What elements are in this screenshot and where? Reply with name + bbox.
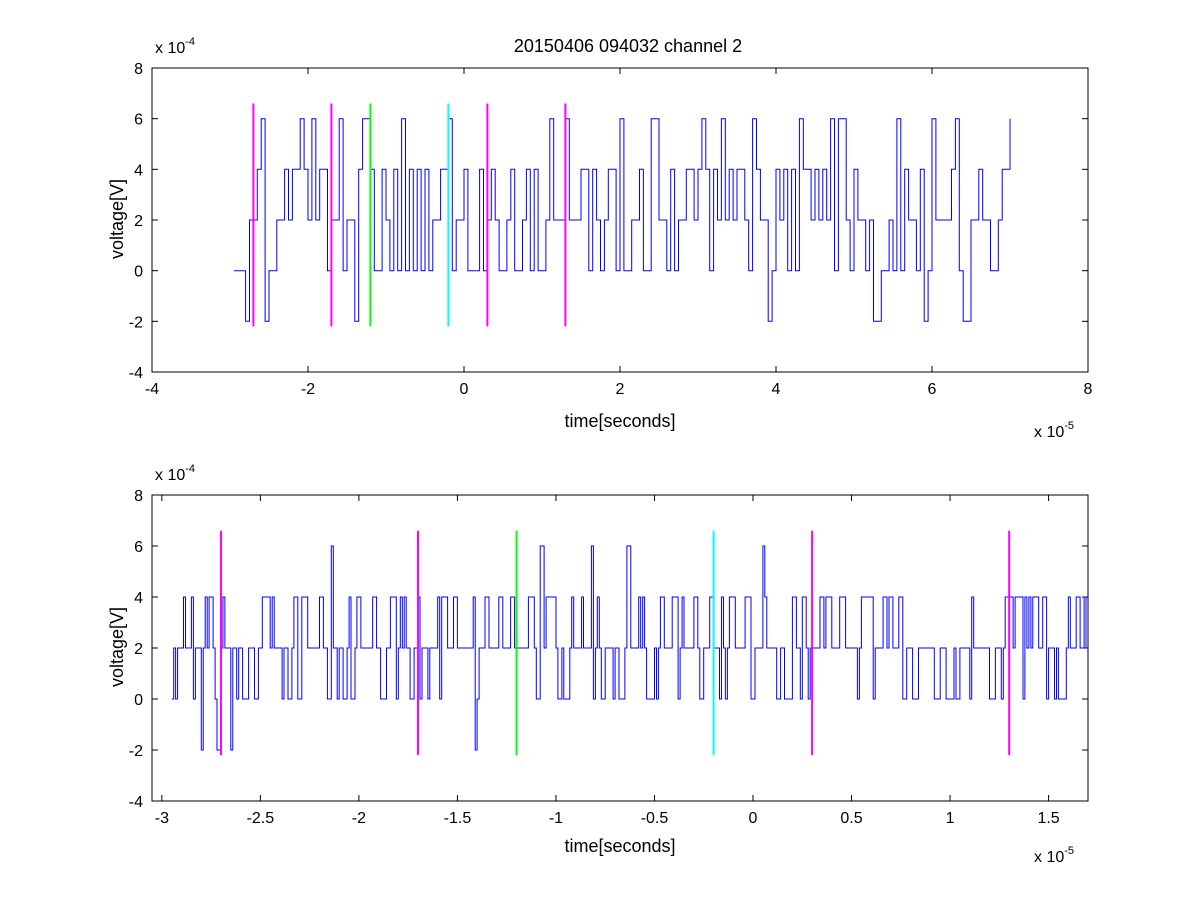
bottom-tick-labels: -3 -2.5 -2 -1.5 -1 -0.5 0 0.5 1 1.5 -4 -2 0 2 4 6 8 xyxy=(129,488,1060,827)
x-tick-label: -2 xyxy=(301,381,315,398)
y-tick-label: 2 xyxy=(134,213,143,230)
x-tick-label: 0 xyxy=(749,810,758,827)
x-tick-label: 0 xyxy=(460,381,469,398)
y-tick-label: 8 xyxy=(134,61,143,78)
bottom-y-axis-label: voltage[V] xyxy=(107,607,127,687)
y-tick-label: 4 xyxy=(134,162,143,179)
y-tick-label: 0 xyxy=(134,264,143,281)
x-tick-label: 1 xyxy=(946,810,955,827)
y-tick-label: 2 xyxy=(134,641,143,658)
top-x-exponent-label: x 10-5 xyxy=(1034,420,1074,441)
y-tick-label: -2 xyxy=(129,743,143,760)
voltage-trace-line xyxy=(171,545,1088,751)
bottom-plot-area xyxy=(151,494,1089,802)
voltage-trace-line xyxy=(233,118,1011,322)
x-tick-label: -3 xyxy=(155,810,169,827)
y-tick-label: -2 xyxy=(129,314,143,331)
x-tick-label: -4 xyxy=(145,381,159,398)
bottom-y-exponent-label: x 10-4 xyxy=(155,463,195,484)
top-y-exponent-label: x 10-4 xyxy=(155,36,195,57)
y-tick-label: 8 xyxy=(134,488,143,505)
y-tick-label: 6 xyxy=(134,539,143,556)
bottom-x-axis-label: time[seconds] xyxy=(564,836,675,856)
x-tick-label: -1 xyxy=(549,810,563,827)
y-tick-label: 4 xyxy=(134,590,143,607)
x-tick-label: 4 xyxy=(772,381,781,398)
x-tick-label: 2 xyxy=(616,381,625,398)
top-y-axis-label: voltage[V] xyxy=(107,179,127,259)
x-tick-label: 8 xyxy=(1084,381,1093,398)
x-tick-label: -1.5 xyxy=(444,810,472,827)
y-tick-label: 0 xyxy=(134,692,143,709)
y-tick-label: 6 xyxy=(134,112,143,129)
bottom-x-exponent-label: x 10-5 xyxy=(1034,845,1074,866)
x-tick-label: 6 xyxy=(928,381,937,398)
y-tick-label: -4 xyxy=(129,794,143,811)
x-tick-label: 0.5 xyxy=(840,810,862,827)
y-tick-label: -4 xyxy=(129,365,143,382)
x-tick-label: -0.5 xyxy=(641,810,669,827)
top-tick-labels: -4 -2 0 2 4 6 8 -4 -2 0 2 4 6 8 xyxy=(129,61,1093,398)
top-chart: 20150406 094032 channel 2 -4 -2 0 2 4 6 8 -4 -2 0… xyxy=(107,36,1093,441)
top-x-axis-label: time[seconds] xyxy=(564,411,675,431)
top-plot-area xyxy=(151,67,1089,373)
chart-title: 20150406 094032 channel 2 xyxy=(514,36,742,56)
x-tick-label: 1.5 xyxy=(1037,810,1059,827)
bottom-chart: -3 -2.5 -2 -1.5 -1 -0.5 0 0.5 1 1.5 -4 -2 0 2 4 6 8 time… xyxy=(107,463,1089,866)
x-tick-label: -2 xyxy=(352,810,366,827)
x-tick-label: -2.5 xyxy=(247,810,275,827)
